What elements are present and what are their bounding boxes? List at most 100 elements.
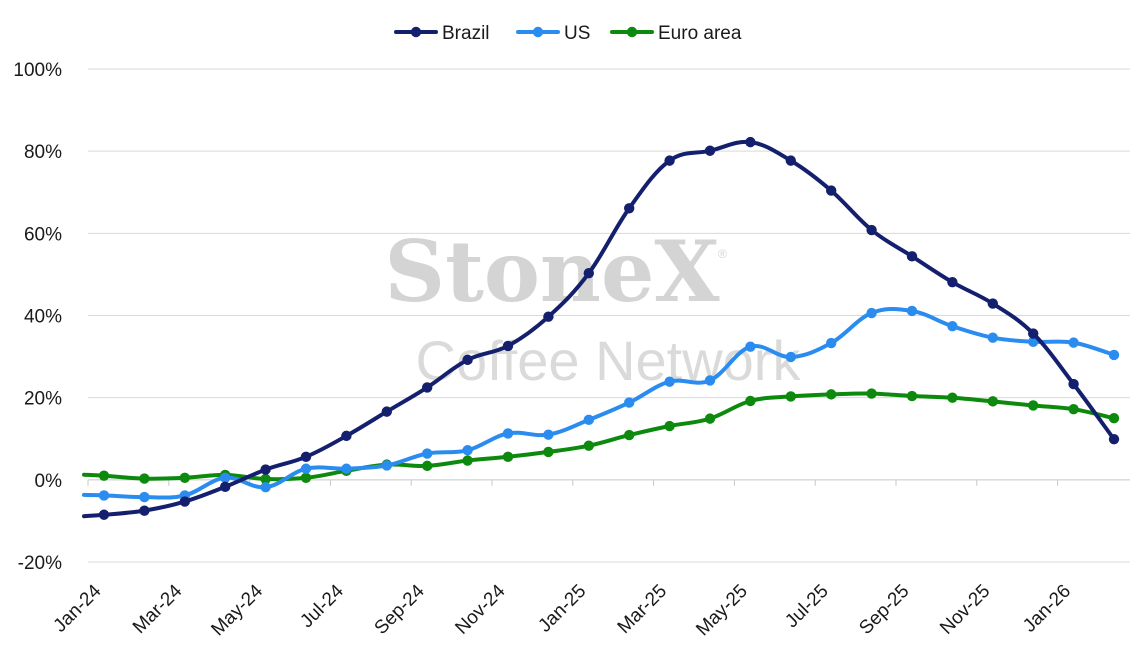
x-tick-label: May-24 xyxy=(207,580,267,640)
data-point-us xyxy=(381,460,392,471)
data-point-brazil xyxy=(704,145,716,156)
series-brazil xyxy=(82,136,1120,520)
x-tick-label: Jan-24 xyxy=(50,580,106,636)
x-tick-label: Nov-25 xyxy=(936,581,994,639)
data-point-us xyxy=(826,337,837,349)
legend: Brazil US Euro area xyxy=(394,23,742,44)
data-point-euro-area xyxy=(300,472,312,483)
data-point-brazil xyxy=(947,277,958,288)
data-point-euro-area xyxy=(543,446,554,458)
data-point-euro-area xyxy=(664,420,675,432)
watermark: StoneX ® Coffee Network xyxy=(384,222,801,392)
data-point-brazil xyxy=(543,311,554,322)
data-point-brazil xyxy=(1068,378,1079,390)
data-point-euro-area xyxy=(987,396,998,407)
legend-label-us: US xyxy=(564,23,590,44)
data-point-euro-area xyxy=(583,440,594,451)
data-point-us xyxy=(624,397,635,408)
data-point-brazil xyxy=(502,340,514,352)
data-point-brazil xyxy=(300,451,312,463)
data-point-us xyxy=(422,448,433,459)
data-point-us xyxy=(906,305,918,317)
data-point-us xyxy=(300,463,312,474)
data-point-us xyxy=(1068,337,1079,348)
data-point-brazil xyxy=(98,509,110,520)
legend-label-brazil: Brazil xyxy=(442,23,490,44)
data-point-euro-area xyxy=(826,389,837,400)
data-point-euro-area xyxy=(1068,403,1079,415)
data-point-brazil xyxy=(341,430,352,442)
y-tick-label: 0% xyxy=(35,471,63,492)
legend-marker-brazil xyxy=(410,26,422,38)
data-point-brazil xyxy=(664,155,675,166)
x-tick-label: Jul-24 xyxy=(296,580,348,632)
data-point-euro-area xyxy=(785,391,796,402)
data-point-us xyxy=(502,428,514,439)
data-point-us xyxy=(98,490,110,501)
data-point-us xyxy=(462,445,473,456)
data-point-euro-area xyxy=(704,413,716,424)
data-point-euro-area xyxy=(179,472,190,483)
series-line-euro-area xyxy=(82,391,1116,482)
data-point-us xyxy=(704,375,716,386)
data-point-brazil xyxy=(987,298,998,309)
data-point-brazil xyxy=(139,505,150,516)
data-point-brazil xyxy=(866,224,877,236)
data-point-brazil xyxy=(1108,433,1120,445)
data-point-us xyxy=(543,429,554,440)
watermark-network-text: Coffee Network xyxy=(416,329,802,392)
y-tick-label: -20% xyxy=(18,553,62,574)
data-point-brazil xyxy=(422,382,433,393)
x-tick-label: Jul-25 xyxy=(781,581,832,632)
data-point-euro-area xyxy=(462,455,473,466)
gridlines xyxy=(88,68,1130,563)
data-point-us xyxy=(987,332,998,343)
data-point-brazil xyxy=(785,155,796,166)
data-point-us xyxy=(220,472,231,483)
x-axis: Jan-24 Mar-24 May-24 Jul-24 Sep-24 Nov-24 Jan-… xyxy=(50,479,1075,641)
data-point-euro-area xyxy=(866,388,877,399)
data-point-brazil xyxy=(624,203,635,214)
legend-marker-euro-area xyxy=(626,26,638,38)
data-point-euro-area xyxy=(1108,413,1120,424)
y-tick-label: 40% xyxy=(24,307,62,328)
data-point-euro-area xyxy=(502,451,514,463)
data-point-euro-area xyxy=(139,473,150,484)
y-tick-label: 100% xyxy=(13,60,62,81)
data-point-us xyxy=(947,320,958,332)
x-tick-label: Sep-25 xyxy=(855,581,913,639)
x-tick-label: Mar-25 xyxy=(614,581,671,638)
data-point-us xyxy=(583,414,594,426)
data-point-euro-area xyxy=(947,392,958,403)
x-tick-label: Sep-24 xyxy=(371,580,429,638)
watermark-registered-mark: ® xyxy=(718,247,727,261)
data-point-us xyxy=(1108,349,1120,361)
x-tick-label: Mar-24 xyxy=(129,580,187,638)
legend-marker-us xyxy=(532,26,544,38)
y-tick-label: 20% xyxy=(24,389,62,410)
data-point-brazil xyxy=(906,251,918,262)
data-point-euro-area xyxy=(745,395,756,407)
data-point-brazil xyxy=(1028,328,1039,339)
data-point-us xyxy=(866,307,877,319)
data-point-brazil xyxy=(745,136,756,148)
data-point-brazil xyxy=(462,354,473,366)
y-tick-label: 60% xyxy=(24,224,62,245)
data-point-us xyxy=(260,482,271,493)
data-point-brazil xyxy=(583,267,594,279)
series-euro-area xyxy=(82,388,1120,485)
x-tick-label: Nov-24 xyxy=(451,580,509,638)
data-point-us xyxy=(785,351,796,363)
y-tick-label: 80% xyxy=(24,142,62,163)
data-point-us xyxy=(341,463,352,474)
data-point-brazil xyxy=(179,496,190,507)
x-tick-label: Jan-26 xyxy=(1019,581,1075,637)
data-point-brazil xyxy=(260,464,271,475)
data-point-brazil xyxy=(826,185,837,196)
y-axis: -20% 0% 20% 40% 60% 80% 100% xyxy=(13,60,62,574)
x-tick-label: May-25 xyxy=(692,581,752,641)
legend-label-euro-area: Euro area xyxy=(658,23,742,44)
data-point-euro-area xyxy=(1028,400,1039,411)
